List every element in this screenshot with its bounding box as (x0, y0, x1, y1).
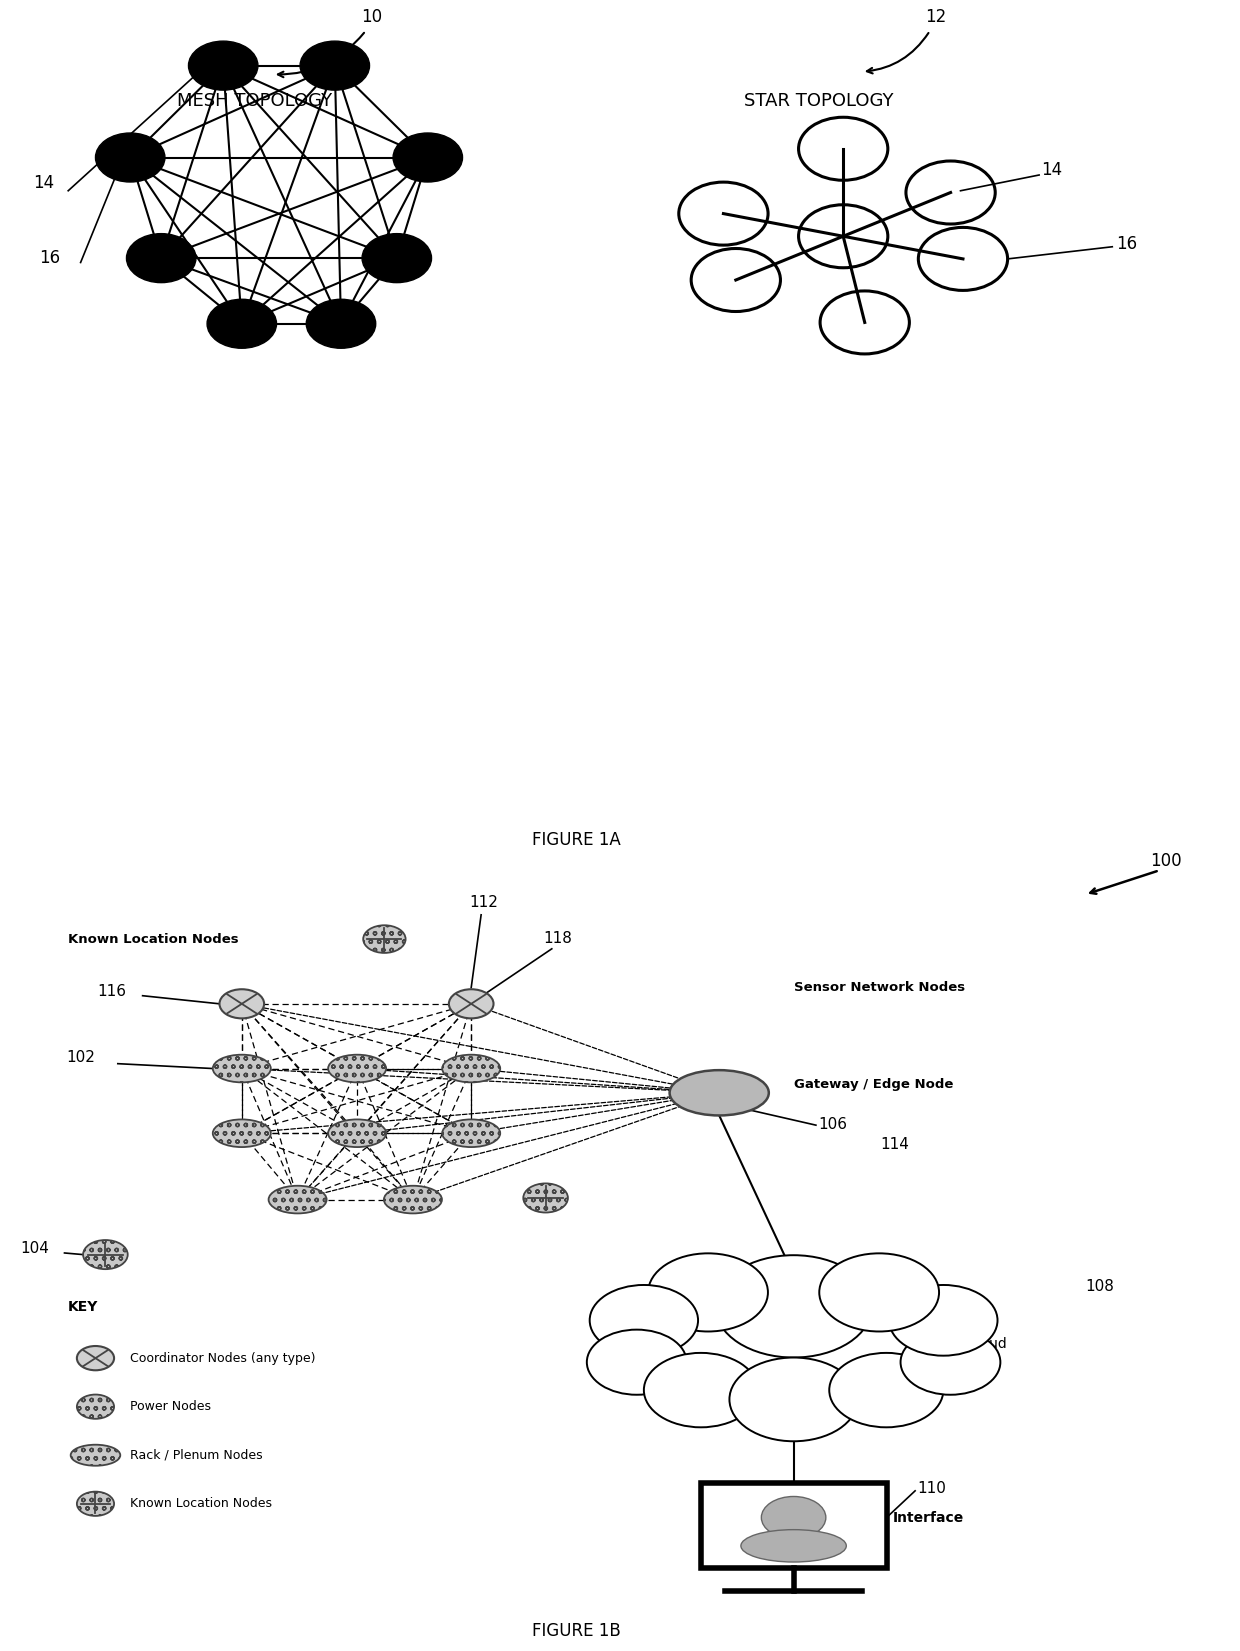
Text: Cloud: Cloud (967, 1337, 1007, 1351)
Ellipse shape (71, 1445, 120, 1466)
Text: Sensor Network Nodes: Sensor Network Nodes (794, 981, 965, 994)
Circle shape (729, 1357, 858, 1441)
Circle shape (523, 1184, 568, 1212)
Text: STAR TOPOLOGY: STAR TOPOLOGY (744, 92, 893, 111)
Text: 108: 108 (1085, 1280, 1114, 1294)
Circle shape (207, 299, 277, 348)
Ellipse shape (443, 1119, 500, 1147)
Circle shape (363, 925, 405, 953)
Circle shape (306, 299, 376, 348)
Circle shape (830, 1352, 944, 1428)
FancyBboxPatch shape (701, 1483, 887, 1568)
Circle shape (77, 1491, 114, 1516)
Text: Known Location Nodes: Known Location Nodes (68, 933, 239, 946)
Circle shape (715, 1255, 872, 1357)
Text: MESH TOPOLOGY: MESH TOPOLOGY (176, 92, 332, 111)
Circle shape (77, 1395, 114, 1418)
Circle shape (83, 1240, 128, 1270)
Circle shape (889, 1284, 997, 1355)
Text: FIGURE 1A: FIGURE 1A (532, 830, 621, 849)
Text: Rack / Plenum Nodes: Rack / Plenum Nodes (130, 1448, 263, 1461)
Text: Known Location Nodes: Known Location Nodes (130, 1497, 273, 1511)
Circle shape (587, 1329, 687, 1395)
Circle shape (77, 1346, 114, 1370)
Text: 10: 10 (361, 8, 383, 26)
Text: 110: 110 (918, 1481, 946, 1496)
Ellipse shape (329, 1119, 386, 1147)
Text: 16: 16 (38, 249, 61, 266)
Circle shape (649, 1253, 768, 1331)
Text: 114: 114 (880, 1138, 909, 1152)
Ellipse shape (742, 1529, 847, 1562)
Circle shape (95, 134, 165, 182)
Circle shape (900, 1329, 1001, 1395)
Circle shape (449, 989, 494, 1019)
Circle shape (126, 234, 196, 282)
Ellipse shape (443, 1055, 500, 1083)
Text: 118: 118 (543, 931, 573, 946)
Text: Interface: Interface (893, 1511, 963, 1524)
Text: Power Nodes: Power Nodes (130, 1400, 211, 1413)
Circle shape (393, 134, 463, 182)
Text: Gateway / Edge Node: Gateway / Edge Node (794, 1078, 954, 1091)
Ellipse shape (213, 1119, 270, 1147)
Ellipse shape (670, 1070, 769, 1116)
Text: 102: 102 (66, 1050, 95, 1065)
Text: KEY: KEY (68, 1301, 98, 1314)
Text: 116: 116 (97, 984, 126, 999)
Text: Coordinator Nodes (any type): Coordinator Nodes (any type) (130, 1352, 316, 1365)
Text: 112: 112 (469, 895, 498, 910)
Circle shape (820, 1253, 939, 1331)
Text: 14: 14 (1042, 162, 1063, 178)
Circle shape (644, 1352, 758, 1428)
Text: 16: 16 (1116, 234, 1137, 253)
Circle shape (300, 41, 370, 91)
Ellipse shape (213, 1055, 270, 1083)
Circle shape (761, 1496, 826, 1539)
Text: 12: 12 (925, 8, 947, 26)
Ellipse shape (329, 1055, 386, 1083)
Text: 104: 104 (20, 1242, 50, 1256)
Text: FIGURE 1B: FIGURE 1B (532, 1623, 621, 1641)
Ellipse shape (269, 1185, 326, 1213)
Text: 14: 14 (32, 173, 55, 192)
Circle shape (219, 989, 264, 1019)
Text: 106: 106 (818, 1118, 847, 1133)
Text: 100: 100 (1149, 852, 1182, 870)
Circle shape (188, 41, 258, 91)
Circle shape (590, 1284, 698, 1355)
Ellipse shape (384, 1185, 441, 1213)
Circle shape (362, 234, 432, 282)
